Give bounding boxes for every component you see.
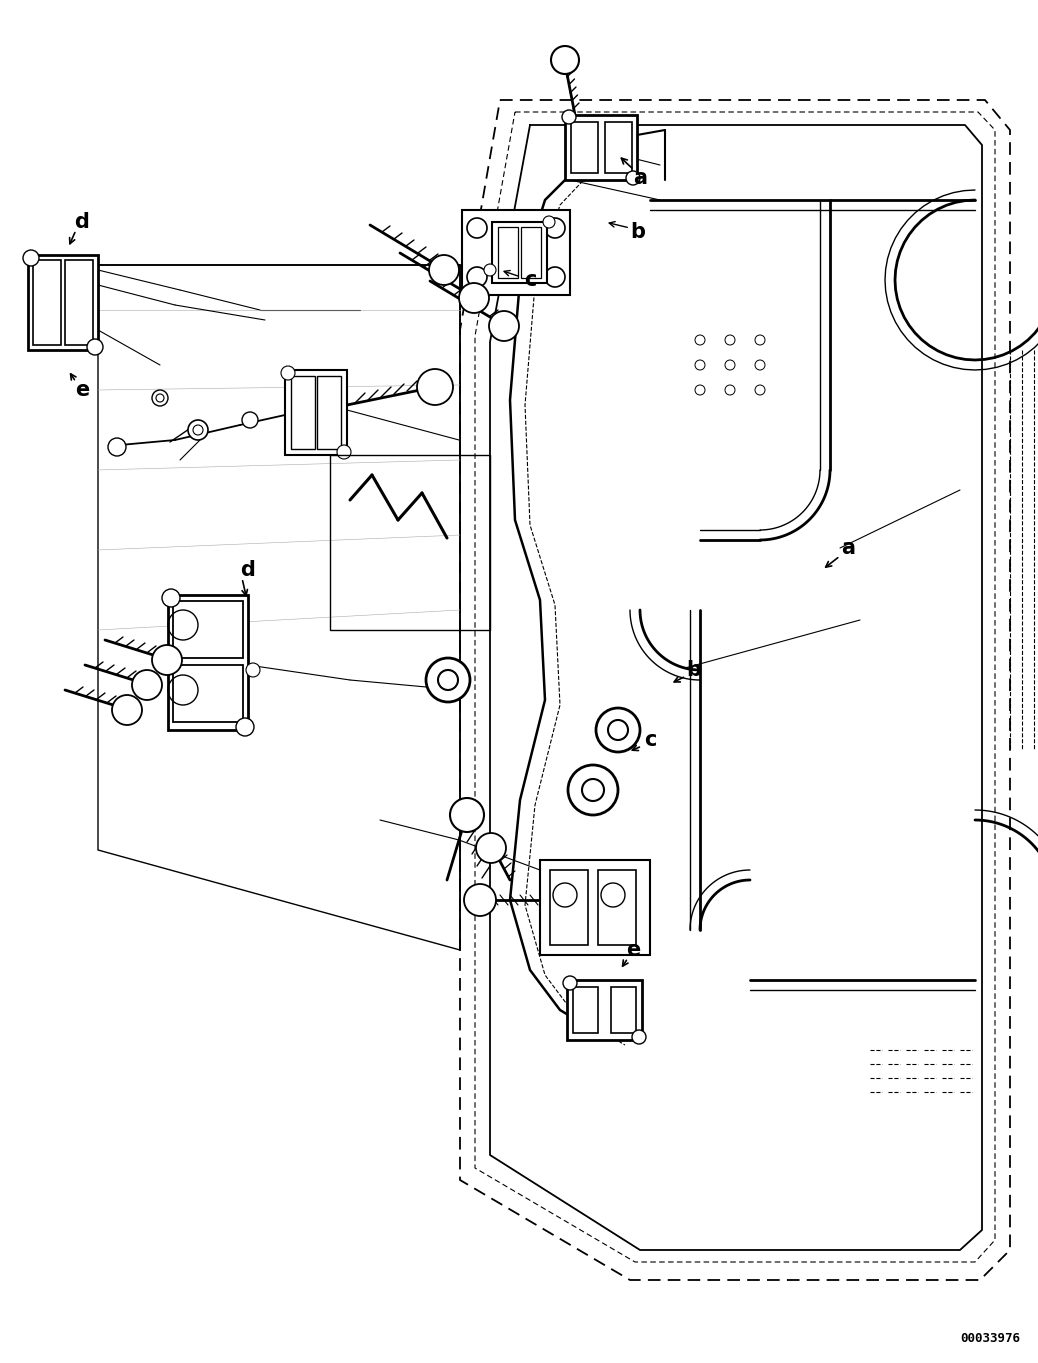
Circle shape	[242, 412, 258, 428]
Circle shape	[543, 215, 555, 228]
Bar	[598, 870, 636, 945]
Bar	[565, 114, 637, 180]
Circle shape	[467, 218, 487, 239]
Text: e: e	[626, 940, 640, 960]
Circle shape	[596, 707, 640, 752]
Circle shape	[467, 267, 487, 288]
Circle shape	[484, 264, 496, 275]
Bar	[567, 980, 641, 1040]
Circle shape	[236, 718, 254, 736]
Bar	[571, 123, 598, 173]
Circle shape	[162, 589, 180, 607]
Circle shape	[112, 695, 142, 725]
Circle shape	[459, 284, 489, 313]
Circle shape	[132, 671, 162, 701]
Text: a: a	[841, 538, 855, 557]
Bar	[521, 228, 541, 278]
Text: c: c	[524, 270, 537, 290]
Bar	[291, 376, 315, 448]
Bar	[33, 260, 61, 345]
Circle shape	[108, 438, 126, 457]
Circle shape	[281, 367, 295, 380]
Circle shape	[337, 444, 351, 459]
Bar	[65, 260, 93, 345]
Bar	[605, 123, 632, 173]
Circle shape	[246, 662, 260, 677]
Circle shape	[426, 658, 470, 702]
Circle shape	[438, 671, 458, 690]
Circle shape	[152, 390, 168, 406]
Circle shape	[626, 170, 640, 185]
Bar	[168, 596, 248, 731]
Circle shape	[23, 249, 39, 266]
Bar	[173, 665, 243, 722]
Bar	[285, 369, 347, 455]
Circle shape	[574, 124, 586, 136]
Text: c: c	[644, 731, 656, 750]
Circle shape	[450, 797, 484, 831]
Text: d: d	[241, 560, 255, 581]
Circle shape	[582, 780, 604, 801]
Circle shape	[464, 885, 496, 916]
Text: 00033976: 00033976	[960, 1332, 1020, 1345]
Bar	[498, 228, 518, 278]
Circle shape	[417, 369, 453, 405]
Circle shape	[188, 420, 208, 440]
Circle shape	[562, 110, 576, 124]
Bar	[173, 601, 243, 658]
Circle shape	[429, 255, 459, 285]
Circle shape	[567, 117, 593, 143]
Circle shape	[568, 765, 618, 815]
Circle shape	[563, 976, 577, 990]
Bar	[28, 255, 98, 350]
Circle shape	[87, 339, 103, 354]
Bar	[330, 455, 490, 630]
Bar	[540, 860, 650, 955]
Circle shape	[545, 267, 565, 288]
Bar	[573, 987, 598, 1033]
Circle shape	[489, 311, 519, 341]
Bar	[317, 376, 342, 448]
Bar	[492, 222, 547, 284]
Circle shape	[608, 720, 628, 740]
Text: b: b	[686, 660, 702, 680]
Bar	[550, 870, 588, 945]
Circle shape	[476, 833, 506, 863]
Text: d: d	[75, 213, 89, 232]
Circle shape	[156, 394, 164, 402]
Circle shape	[545, 218, 565, 239]
Circle shape	[551, 46, 579, 74]
Text: b: b	[630, 222, 646, 243]
Circle shape	[632, 1030, 646, 1044]
Circle shape	[152, 645, 182, 675]
Text: a: a	[633, 168, 647, 188]
Bar	[611, 987, 636, 1033]
Circle shape	[193, 425, 203, 435]
Text: e: e	[75, 380, 89, 399]
Bar	[462, 210, 570, 294]
